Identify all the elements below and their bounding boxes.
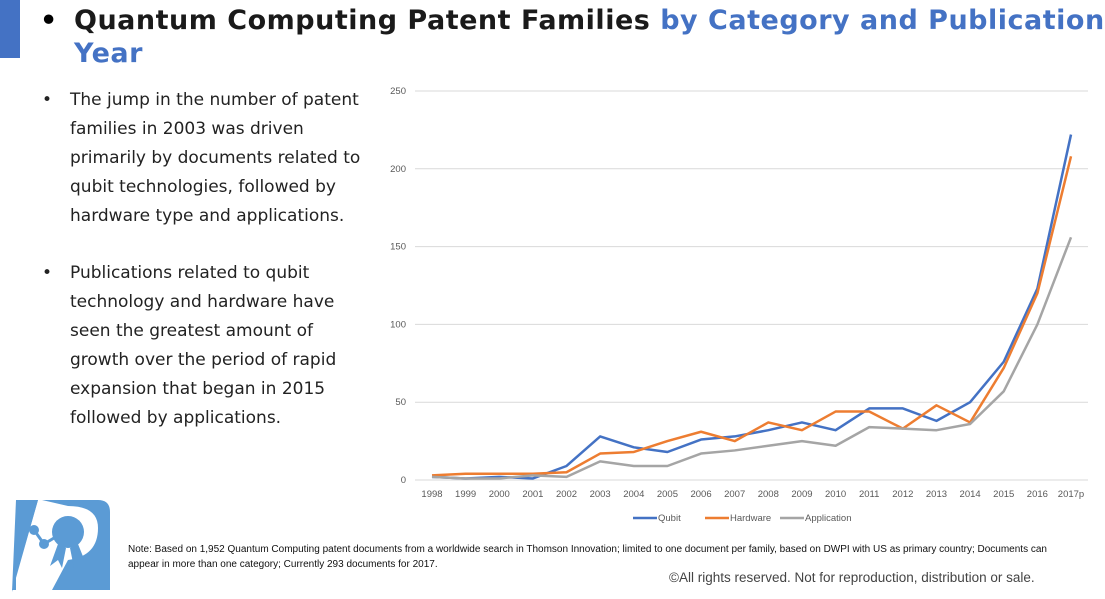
x-tick-label: 2010 (825, 489, 846, 500)
title-sub: by Category and Publication Year (74, 5, 1105, 69)
x-tick-label: 2012 (892, 489, 913, 500)
x-tick-label: 2003 (590, 489, 611, 500)
title-main: Quantum Computing Patent Families (74, 5, 651, 36)
accent-bar (0, 0, 20, 58)
line-chart: 0 50 100 150 200 250 1998 1999 2000 2001 2002 2003 2… (390, 86, 1088, 524)
legend-label: Hardware (730, 513, 771, 524)
bullet-item: Publications related to qubit technology… (42, 259, 372, 433)
x-tick-label: 2014 (960, 489, 981, 500)
legend-label: Qubit (658, 513, 681, 524)
series-line-qubit (431, 134, 1073, 480)
x-tick-label: 2013 (926, 489, 947, 500)
x-tick-label: 2017p (1058, 489, 1084, 500)
patent-ribbon-logo (12, 500, 110, 592)
legend-label: Application (805, 513, 851, 524)
y-tick-label: 50 (395, 397, 406, 408)
series-line-application (431, 236, 1073, 480)
x-tick-label: 1999 (455, 489, 476, 500)
x-tick-label: 2000 (489, 489, 510, 500)
y-tick-label: 200 (390, 164, 406, 175)
x-tick-label: 2008 (758, 489, 779, 500)
x-tick-label: 2011 (859, 489, 879, 500)
bullet-list: The jump in the number of patent familie… (42, 86, 372, 461)
x-tick-label: 2006 (690, 489, 711, 500)
copyright: ©All rights reserved. Not for reproducti… (669, 570, 1035, 585)
x-tick-label: 2004 (623, 489, 644, 500)
x-tick-label: 2016 (1027, 489, 1048, 500)
y-tick-label: 150 (390, 242, 406, 253)
y-tick-label: 0 (401, 475, 406, 486)
series-line-hardware (431, 156, 1073, 477)
x-tick-label: 2001 (522, 489, 543, 500)
x-tick-label: 2005 (657, 489, 678, 500)
page-title: • Quantum Computing Patent Families by C… (40, 4, 1105, 70)
y-tick-label: 100 (390, 319, 406, 330)
title-bullet: • (40, 5, 58, 36)
y-tick-label: 250 (390, 86, 406, 97)
x-tick-label: 1998 (421, 489, 442, 500)
x-tick-label: 2015 (993, 489, 1014, 500)
x-tick-label: 2002 (556, 489, 577, 500)
footnote: Note: Based on 1,952 Quantum Computing p… (128, 544, 1047, 570)
x-tick-label: 2009 (791, 489, 812, 500)
x-tick-label: 2007 (724, 489, 745, 500)
bullet-item: The jump in the number of patent familie… (42, 86, 372, 231)
